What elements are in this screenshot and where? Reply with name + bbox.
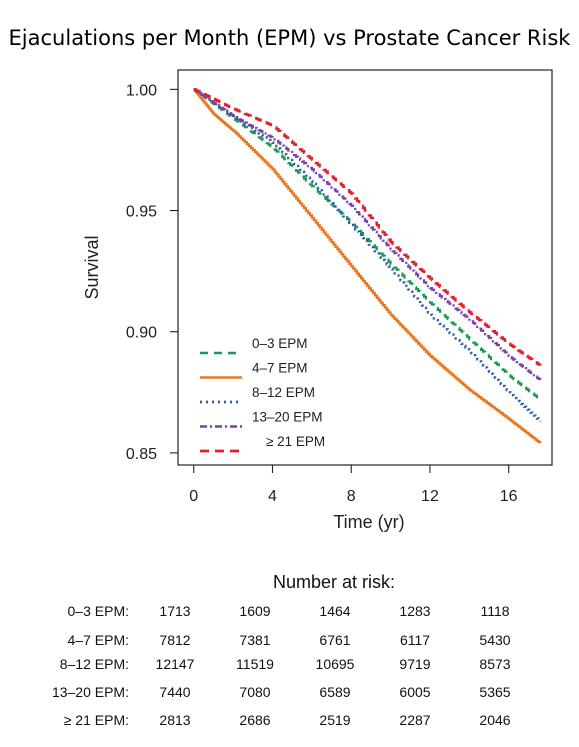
risk-cell: 6117 <box>399 632 431 648</box>
y-tick-label: 0.90 <box>126 325 157 342</box>
risk-cell: 6761 <box>319 632 351 648</box>
risk-cell: 9719 <box>399 656 431 672</box>
risk-cell: 2519 <box>319 712 351 728</box>
series-line-4 <box>193 88 542 366</box>
risk-cell: 7381 <box>239 632 271 648</box>
risk-row: 4–7 EPM: 7812 7381 6761 6117 5430 <box>0 632 579 652</box>
y-tick-label: 1.00 <box>126 82 157 99</box>
risk-cell: 5430 <box>479 632 511 648</box>
risk-cell: 2813 <box>159 712 191 728</box>
risk-cell: 10695 <box>315 656 355 672</box>
risk-cell: 8573 <box>479 656 511 672</box>
risk-row-label: ≥ 21 EPM: <box>63 712 129 728</box>
y-axis-label: Survival <box>82 235 102 299</box>
y-tick-label: 0.85 <box>126 446 157 463</box>
x-tick-label: 0 <box>189 488 198 505</box>
risk-row: 0–3 EPM: 1713 1609 1464 1283 1118 <box>0 603 579 623</box>
risk-cell: 5365 <box>479 684 511 700</box>
risk-cell: 2686 <box>239 712 271 728</box>
x-axis-label: Time (yr) <box>333 512 404 532</box>
risk-cell: 2046 <box>479 712 511 728</box>
survival-plot: 0 4 8 12 16 0.85 0.90 0.95 1.00 Time (yr) Survival… <box>82 69 553 532</box>
risk-cell: 1464 <box>319 603 351 619</box>
x-tick-label: 8 <box>347 488 356 505</box>
x-tick-label: 12 <box>421 488 439 505</box>
risk-cell: 7080 <box>239 684 271 700</box>
legend-label: 13–20 EPM <box>252 410 323 425</box>
risk-cell: 6589 <box>319 684 351 700</box>
risk-table-title: Number at risk: <box>273 572 396 592</box>
risk-cell: 7440 <box>159 684 191 700</box>
plot-frame <box>177 69 553 466</box>
legend-label: ≥ 21 EPM <box>266 434 325 449</box>
risk-cell: 1609 <box>239 603 271 619</box>
risk-cell: 12147 <box>155 656 195 672</box>
risk-row-label: 0–3 EPM: <box>67 603 129 619</box>
risk-cell: 1283 <box>399 603 431 619</box>
chart-title: Ejaculations per Month (EPM) vs Prostate… <box>8 26 571 50</box>
legend-label: 4–7 EPM <box>252 361 308 376</box>
risk-cell: 7812 <box>159 632 191 648</box>
risk-row: 13–20 EPM: 7440 7080 6589 6005 5365 <box>0 684 579 704</box>
x-tick-label: 16 <box>500 488 518 505</box>
risk-row-label: 8–12 EPM: <box>59 656 129 672</box>
y-tick-label: 0.95 <box>126 204 157 221</box>
risk-row-label: 13–20 EPM: <box>51 684 129 700</box>
risk-cell: 1713 <box>159 603 191 619</box>
legend-label: 0–3 EPM <box>252 336 308 351</box>
risk-cell: 11519 <box>236 656 274 672</box>
series-line-0 <box>193 88 542 400</box>
risk-cell: 6005 <box>399 684 431 700</box>
risk-row: ≥ 21 EPM: 2813 2686 2519 2287 2046 <box>0 712 579 732</box>
legend-label: 8–12 EPM <box>252 385 315 400</box>
series-line-2 <box>193 88 542 422</box>
risk-cell: 2287 <box>399 712 431 728</box>
x-tick-label: 4 <box>268 488 277 505</box>
risk-cell: 1118 <box>480 603 510 619</box>
series-line-3 <box>193 88 542 381</box>
risk-row-label: 4–7 EPM: <box>67 632 129 648</box>
risk-row: 8–12 EPM: 12147 11519 10695 9719 8573 <box>0 656 579 676</box>
series-line-1 <box>193 88 542 444</box>
